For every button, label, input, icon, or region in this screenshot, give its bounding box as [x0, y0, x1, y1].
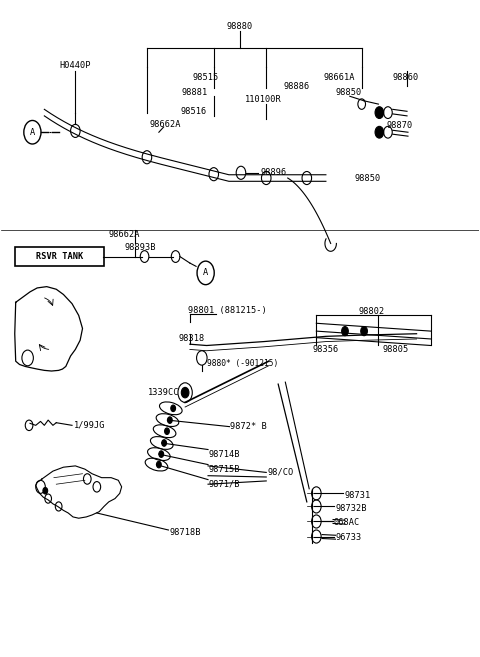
- Circle shape: [171, 405, 176, 411]
- Text: 98732B: 98732B: [336, 504, 367, 513]
- Text: 98801 (881215-): 98801 (881215-): [188, 306, 266, 315]
- Text: 98870: 98870: [387, 121, 413, 130]
- Circle shape: [159, 451, 164, 457]
- Text: 98805: 98805: [382, 345, 408, 354]
- Text: 98881: 98881: [182, 89, 208, 97]
- Text: 98318: 98318: [179, 334, 205, 344]
- Circle shape: [162, 440, 167, 446]
- Text: 98356: 98356: [312, 345, 339, 354]
- Circle shape: [43, 487, 48, 494]
- Text: 98662A: 98662A: [109, 231, 140, 239]
- Text: RSVR TANK: RSVR TANK: [36, 252, 83, 261]
- Text: 98802: 98802: [359, 307, 384, 316]
- Text: 98515: 98515: [192, 74, 218, 82]
- Text: A: A: [203, 269, 208, 277]
- Text: 98731: 98731: [344, 491, 370, 500]
- Circle shape: [361, 327, 367, 336]
- Text: 98850: 98850: [355, 173, 381, 183]
- Circle shape: [168, 417, 172, 423]
- Text: 9871/B: 9871/B: [209, 480, 240, 489]
- Text: 98880: 98880: [227, 22, 253, 31]
- Text: 98714B: 98714B: [209, 449, 240, 459]
- Circle shape: [156, 461, 161, 468]
- Text: 98860: 98860: [393, 74, 419, 82]
- Text: 1339CC: 1339CC: [148, 388, 180, 397]
- Text: H0440P: H0440P: [60, 61, 91, 70]
- Text: 98/CO: 98/CO: [268, 468, 294, 477]
- Text: A: A: [30, 127, 35, 137]
- Text: 98661A: 98661A: [324, 74, 356, 82]
- Text: 068AC: 068AC: [334, 518, 360, 527]
- Text: 9880* (-901215): 9880* (-901215): [206, 359, 278, 369]
- Text: 98662A: 98662A: [149, 120, 181, 129]
- Circle shape: [375, 126, 384, 138]
- Text: 98715B: 98715B: [209, 464, 240, 474]
- Text: 98896: 98896: [261, 168, 287, 177]
- Text: 98886: 98886: [284, 82, 310, 91]
- Text: 110100R: 110100R: [245, 95, 282, 104]
- Text: 98893B: 98893B: [124, 243, 156, 252]
- Circle shape: [165, 428, 169, 434]
- Circle shape: [181, 388, 189, 398]
- Circle shape: [375, 106, 384, 118]
- Text: 96733: 96733: [336, 533, 362, 542]
- Text: 98718B: 98718B: [169, 528, 201, 537]
- Circle shape: [342, 327, 348, 336]
- Text: 98850: 98850: [336, 89, 362, 97]
- Text: 1/99JG: 1/99JG: [74, 421, 106, 430]
- Text: 98516: 98516: [181, 107, 207, 116]
- Text: 9872* B: 9872* B: [230, 422, 267, 431]
